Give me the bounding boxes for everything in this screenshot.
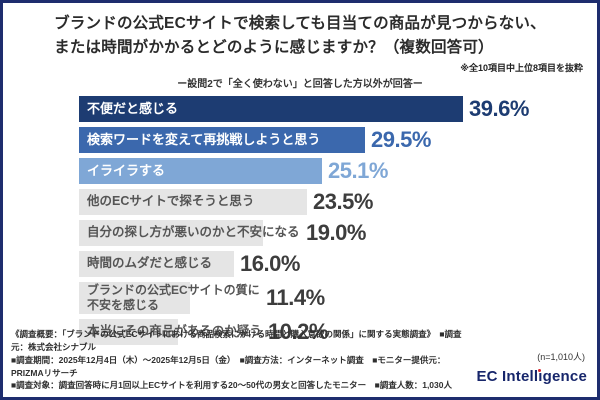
bar-row: 時間のムダだと感じる 16.0% <box>79 251 597 278</box>
chart-title: ブランドの公式ECサイトで検索しても目当ての商品が見つからない、 または時間がか… <box>54 12 546 60</box>
bar-value-label: 10.2% <box>268 319 328 345</box>
survey-note-line: ■調査期間：2025年12月4日（木）～2025年12月5日（金） ■調査方法：… <box>11 354 446 378</box>
bar-label: 本当にその商品があるのか疑う <box>87 324 262 339</box>
bar-value-label: 29.5% <box>371 127 431 153</box>
bar: 時間のムダだと感じる <box>79 251 234 278</box>
bar-value-label: 11.4% <box>266 285 325 311</box>
bar-row: 他のECサイトで探そうと思う 23.5% <box>79 189 597 216</box>
bar: イライラする <box>79 158 322 185</box>
bar: 検索ワードを変えて再挑戦しようと思う <box>79 127 365 154</box>
bar-value-label: 25.1% <box>328 158 388 184</box>
chart-subtitle: ー設問2で「全く使わない」と回答した方以外が回答ー <box>177 79 423 91</box>
bar-label: 検索ワードを変えて再挑戦しようと思う <box>87 131 321 147</box>
bar-row: 本当にその商品があるのか疑う 10.2% <box>79 319 597 346</box>
survey-note-line: ■調査対象：調査回答時に月1回以上ECサイトを利用する20～50代の男女と回答し… <box>11 380 452 391</box>
bar: 本当にその商品があるのか疑う <box>79 319 262 346</box>
chart-title-line1: ブランドの公式ECサイトで検索しても目当ての商品が見つからない、 <box>54 15 546 32</box>
bar-row: ブランドの公式ECサイトの質に 不安を感じる 11.4% <box>79 282 597 315</box>
bar-chart: 不便だと感じる 39.6% 検索ワードを変えて再挑戦しようと思う 29.5% イライラす… <box>3 96 597 346</box>
bar: ブランドの公式ECサイトの質に 不安を感じる <box>79 282 260 315</box>
bar: 自分の探し方が悪いのかと不安になる <box>79 220 300 247</box>
survey-note-line: 《調査概要：「ブランドの公式ECサイトにおける商品検索にかける時間と購入意欲の関… <box>11 329 462 352</box>
bar-value-label: 23.5% <box>313 189 373 215</box>
bar-rows: 不便だと感じる 39.6% 検索ワードを変えて再挑戦しようと思う 29.5% イライラす… <box>79 96 597 346</box>
brand-logo: EC Intellı gence <box>476 368 587 385</box>
bar: 他のECサイトで探そうと思う <box>79 189 307 216</box>
chart-title-line2: または時間がかかるとどのように感じますか？（複数回答可） <box>54 39 494 57</box>
bar-label: 不便だと感じる <box>87 100 179 116</box>
bar-row: 検索ワードを変えて再挑戦しようと思う 29.5% <box>79 127 597 154</box>
bar-label: イライラする <box>87 162 166 178</box>
sample-size-note: (n=1,010人) <box>537 352 585 363</box>
bar-value-label: 39.6% <box>469 96 529 122</box>
bar-label: 時間のムダだと感じる <box>87 256 213 271</box>
bar-row: 不便だと感じる 39.6% <box>79 96 597 123</box>
bar-label: 自分の探し方が悪いのかと不安になる <box>87 225 300 240</box>
bar-value-label: 19.0% <box>306 220 366 246</box>
bar: 不便だと感じる <box>79 96 463 123</box>
bar-value-label: 16.0% <box>240 251 300 277</box>
logo-red-dot <box>538 368 542 372</box>
logo-letter-i: ı <box>538 368 543 385</box>
survey-notes: 《調査概要：「ブランドの公式ECサイトにおける商品検索にかける時間と購入意欲の関… <box>11 328 476 392</box>
bar-label: ブランドの公式ECサイトの質に 不安を感じる <box>87 283 260 313</box>
footer: 《調査概要：「ブランドの公式ECサイトにおける商品検索にかける時間と購入意欲の関… <box>3 328 597 397</box>
bar-label: 他のECサイトで探そうと思う <box>87 194 255 209</box>
bar-row: 自分の探し方が悪いのかと不安になる 19.0% <box>79 220 597 247</box>
excerpt-note: ※全10項目中上位8項目を抜粋 <box>460 63 583 74</box>
bar-row: イライラする 25.1% <box>79 158 597 185</box>
